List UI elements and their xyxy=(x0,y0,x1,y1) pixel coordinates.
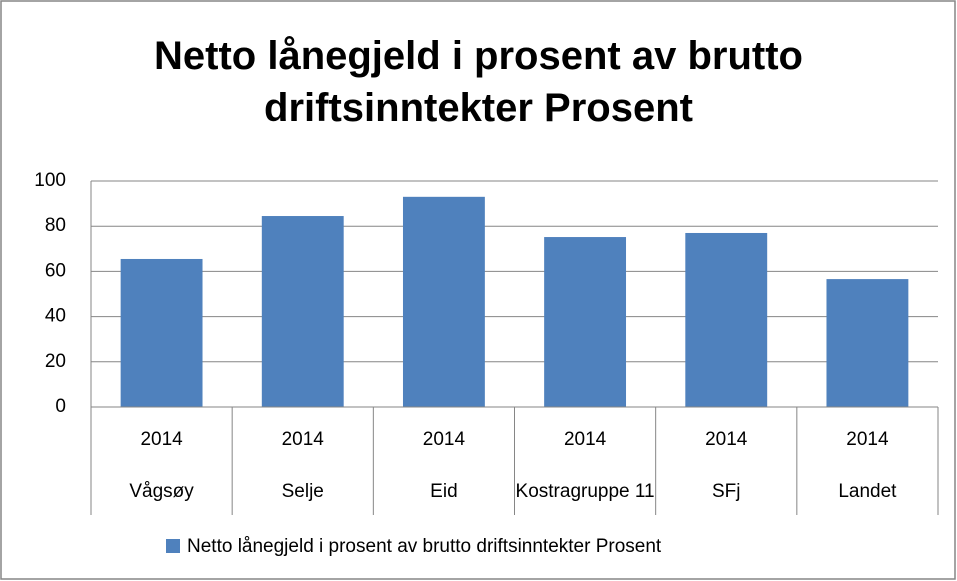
x-tick-label: Eid xyxy=(430,481,457,502)
y-tick-label: 100 xyxy=(34,170,66,191)
y-tick-label: 80 xyxy=(45,215,66,236)
x-period-label: 2014 xyxy=(282,429,325,450)
bar xyxy=(120,258,203,407)
x-tick-label: Landet xyxy=(838,481,897,502)
x-period-label: 2014 xyxy=(423,429,466,450)
x-period-label: 2014 xyxy=(705,429,748,450)
y-tick-label: 40 xyxy=(45,306,66,327)
x-period-label: 2014 xyxy=(564,429,607,450)
y-tick-label: 20 xyxy=(45,351,66,372)
x-tick-label: Vågsøy xyxy=(129,481,194,502)
y-tick-label: 0 xyxy=(55,396,66,417)
bar xyxy=(402,196,485,407)
y-tick-label: 60 xyxy=(45,260,66,281)
x-tick-label: Selje xyxy=(282,481,324,502)
chart-title: Netto lånegjeld i prosent av brutto drif… xyxy=(154,34,803,130)
x-period-label: 2014 xyxy=(140,429,183,450)
x-period-label: 2014 xyxy=(846,429,889,450)
bar xyxy=(544,237,627,407)
legend-label: Netto lånegjeld i prosent av brutto drif… xyxy=(187,536,662,557)
x-tick-label: Kostragruppe 11 xyxy=(516,481,655,502)
bar xyxy=(685,232,768,407)
bar xyxy=(261,216,344,407)
bar xyxy=(826,279,909,407)
x-tick-label: SFj xyxy=(712,481,741,502)
legend-swatch xyxy=(166,539,180,553)
